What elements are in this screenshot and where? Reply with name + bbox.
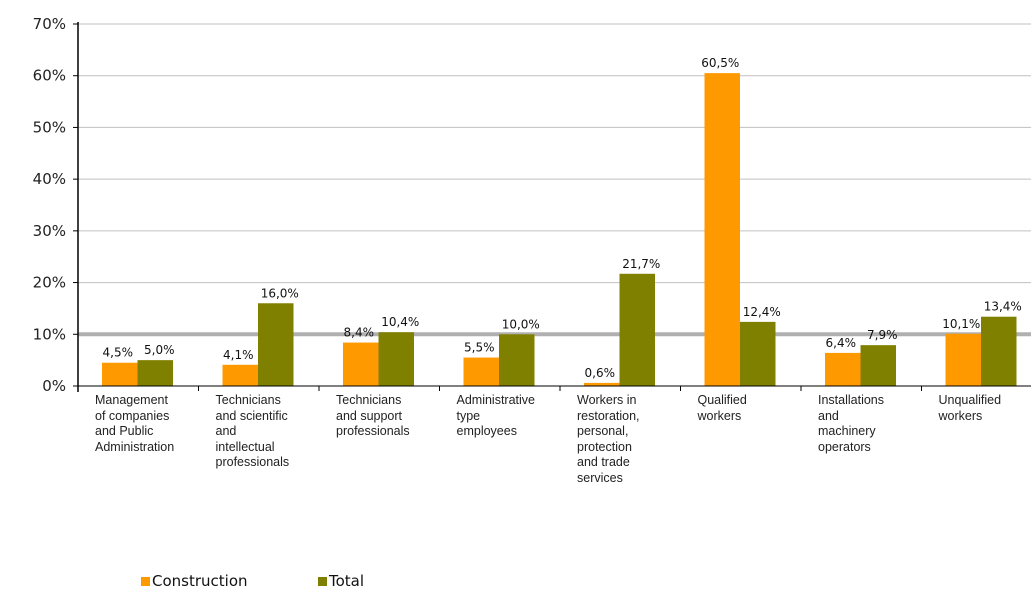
data-label: 21,7% [622,257,660,271]
y-tick-label: 20% [33,274,66,292]
data-label: 10,4% [381,315,419,329]
legend-label: Total [329,572,365,590]
data-label: 5,5% [464,341,495,355]
category-label-line: type [456,408,481,423]
data-labels: 4,5% 4,1% 8,4% 5,5% 0,6% 60,5% 6,4% 10,1% 5,0% 16… [103,56,1022,380]
data-label: 4,5% [103,346,134,360]
bar-construction [222,364,258,386]
y-tick-label: 10% [33,325,66,343]
category-label-line: professionals [336,424,410,438]
category-label-line: workers [697,408,742,423]
category-label-line: and [215,424,237,438]
category-label-line: Technicians [336,393,402,407]
category-label: Workers in restoration, personal, protectio… [577,393,687,486]
axes [73,22,1031,392]
y-tick-label: 60% [33,67,66,85]
category-label-line: Administration [95,439,175,454]
category-label-line: Workers in [577,393,637,407]
data-label: 5,0% [144,343,175,357]
data-label: 16,0% [261,286,299,300]
data-label: 7,9% [867,328,898,342]
bar-construction [584,382,620,386]
legend-swatch [141,577,150,586]
category-label-line: Qualified [697,393,747,407]
category-label: Management of companies and Public Administ… [95,393,205,455]
y-tick-label: 50% [33,118,66,136]
y-tick-label: 70% [33,15,66,33]
category-label-line: machinery [818,424,876,438]
gridlines [78,23,1031,337]
data-label: 8,4% [344,326,375,340]
category-label-line: and Public [95,424,154,438]
y-tick-label: 30% [33,222,66,240]
bar-total [981,316,1017,386]
legend-item-total: Total [318,572,364,590]
bar-construction [463,357,499,386]
bar-total [137,360,173,386]
bar-construction [945,333,981,386]
category-label-line: and [818,408,839,423]
category-label-line: professionals [215,455,290,469]
bar-total [860,345,896,386]
category-label-line: and scientific [215,408,288,423]
category-label: Qualified workers [698,393,808,424]
category-label-line: and support [336,408,403,423]
category-label: Administrative type employees [457,393,567,440]
category-label-line: Technicians [215,393,281,407]
category-label-line: operators [818,439,871,454]
bar-total [499,334,535,386]
data-label: 13,4% [984,300,1022,314]
category-label-line: workers [938,408,983,423]
category-label-line: employees [456,424,517,438]
category-label-line: Installations [818,393,885,407]
category-label-line: of companies [95,408,170,423]
y-tick-label: 0% [42,377,66,395]
bar-total [619,273,655,386]
bar-total [740,321,776,386]
category-label-line: and trade [577,455,630,469]
legend-swatch [318,577,327,586]
data-label: 4,1% [223,348,254,362]
category-label-line: Management [95,393,168,407]
category-label: Technicians and support professionals [336,393,446,440]
category-label-line: personal, [577,424,629,438]
category-label-line: protection [577,439,632,454]
category-label: Installations and machinery operators [818,393,928,455]
data-label: 12,4% [743,305,781,319]
category-label-line: Unqualified [938,393,1002,407]
y-tick-labels: 0% 10% 20% 30% 40% 50% 60% 70% [33,15,66,395]
category-label-line: Administrative [456,393,536,407]
data-label: 60,5% [701,56,739,70]
bar-construction [825,352,861,386]
data-label: 10,0% [502,317,540,331]
bar-total [378,332,414,386]
legend-item-construction: Construction [141,572,248,590]
bars [102,73,1017,386]
category-label-line: services [577,470,623,485]
bar-construction [704,73,740,386]
data-label: 0,6% [585,366,616,380]
data-label: 10,1% [942,317,980,331]
category-label: Technicians and scientific and intellectual… [216,393,326,471]
category-label-line: restoration, [577,408,640,423]
category-label-line: intellectual [215,439,275,454]
bar-construction [343,342,379,386]
category-label: Unqualified workers [939,393,1031,424]
bar-total [258,303,294,386]
bar-construction [102,362,138,386]
legend-label: Construction [152,572,248,590]
data-label: 6,4% [826,336,857,350]
y-tick-label: 40% [33,170,66,188]
